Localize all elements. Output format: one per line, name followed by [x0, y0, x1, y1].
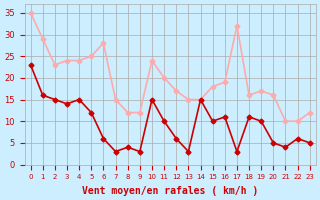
X-axis label: Vent moyen/en rafales ( km/h ): Vent moyen/en rafales ( km/h ) [82, 186, 258, 196]
